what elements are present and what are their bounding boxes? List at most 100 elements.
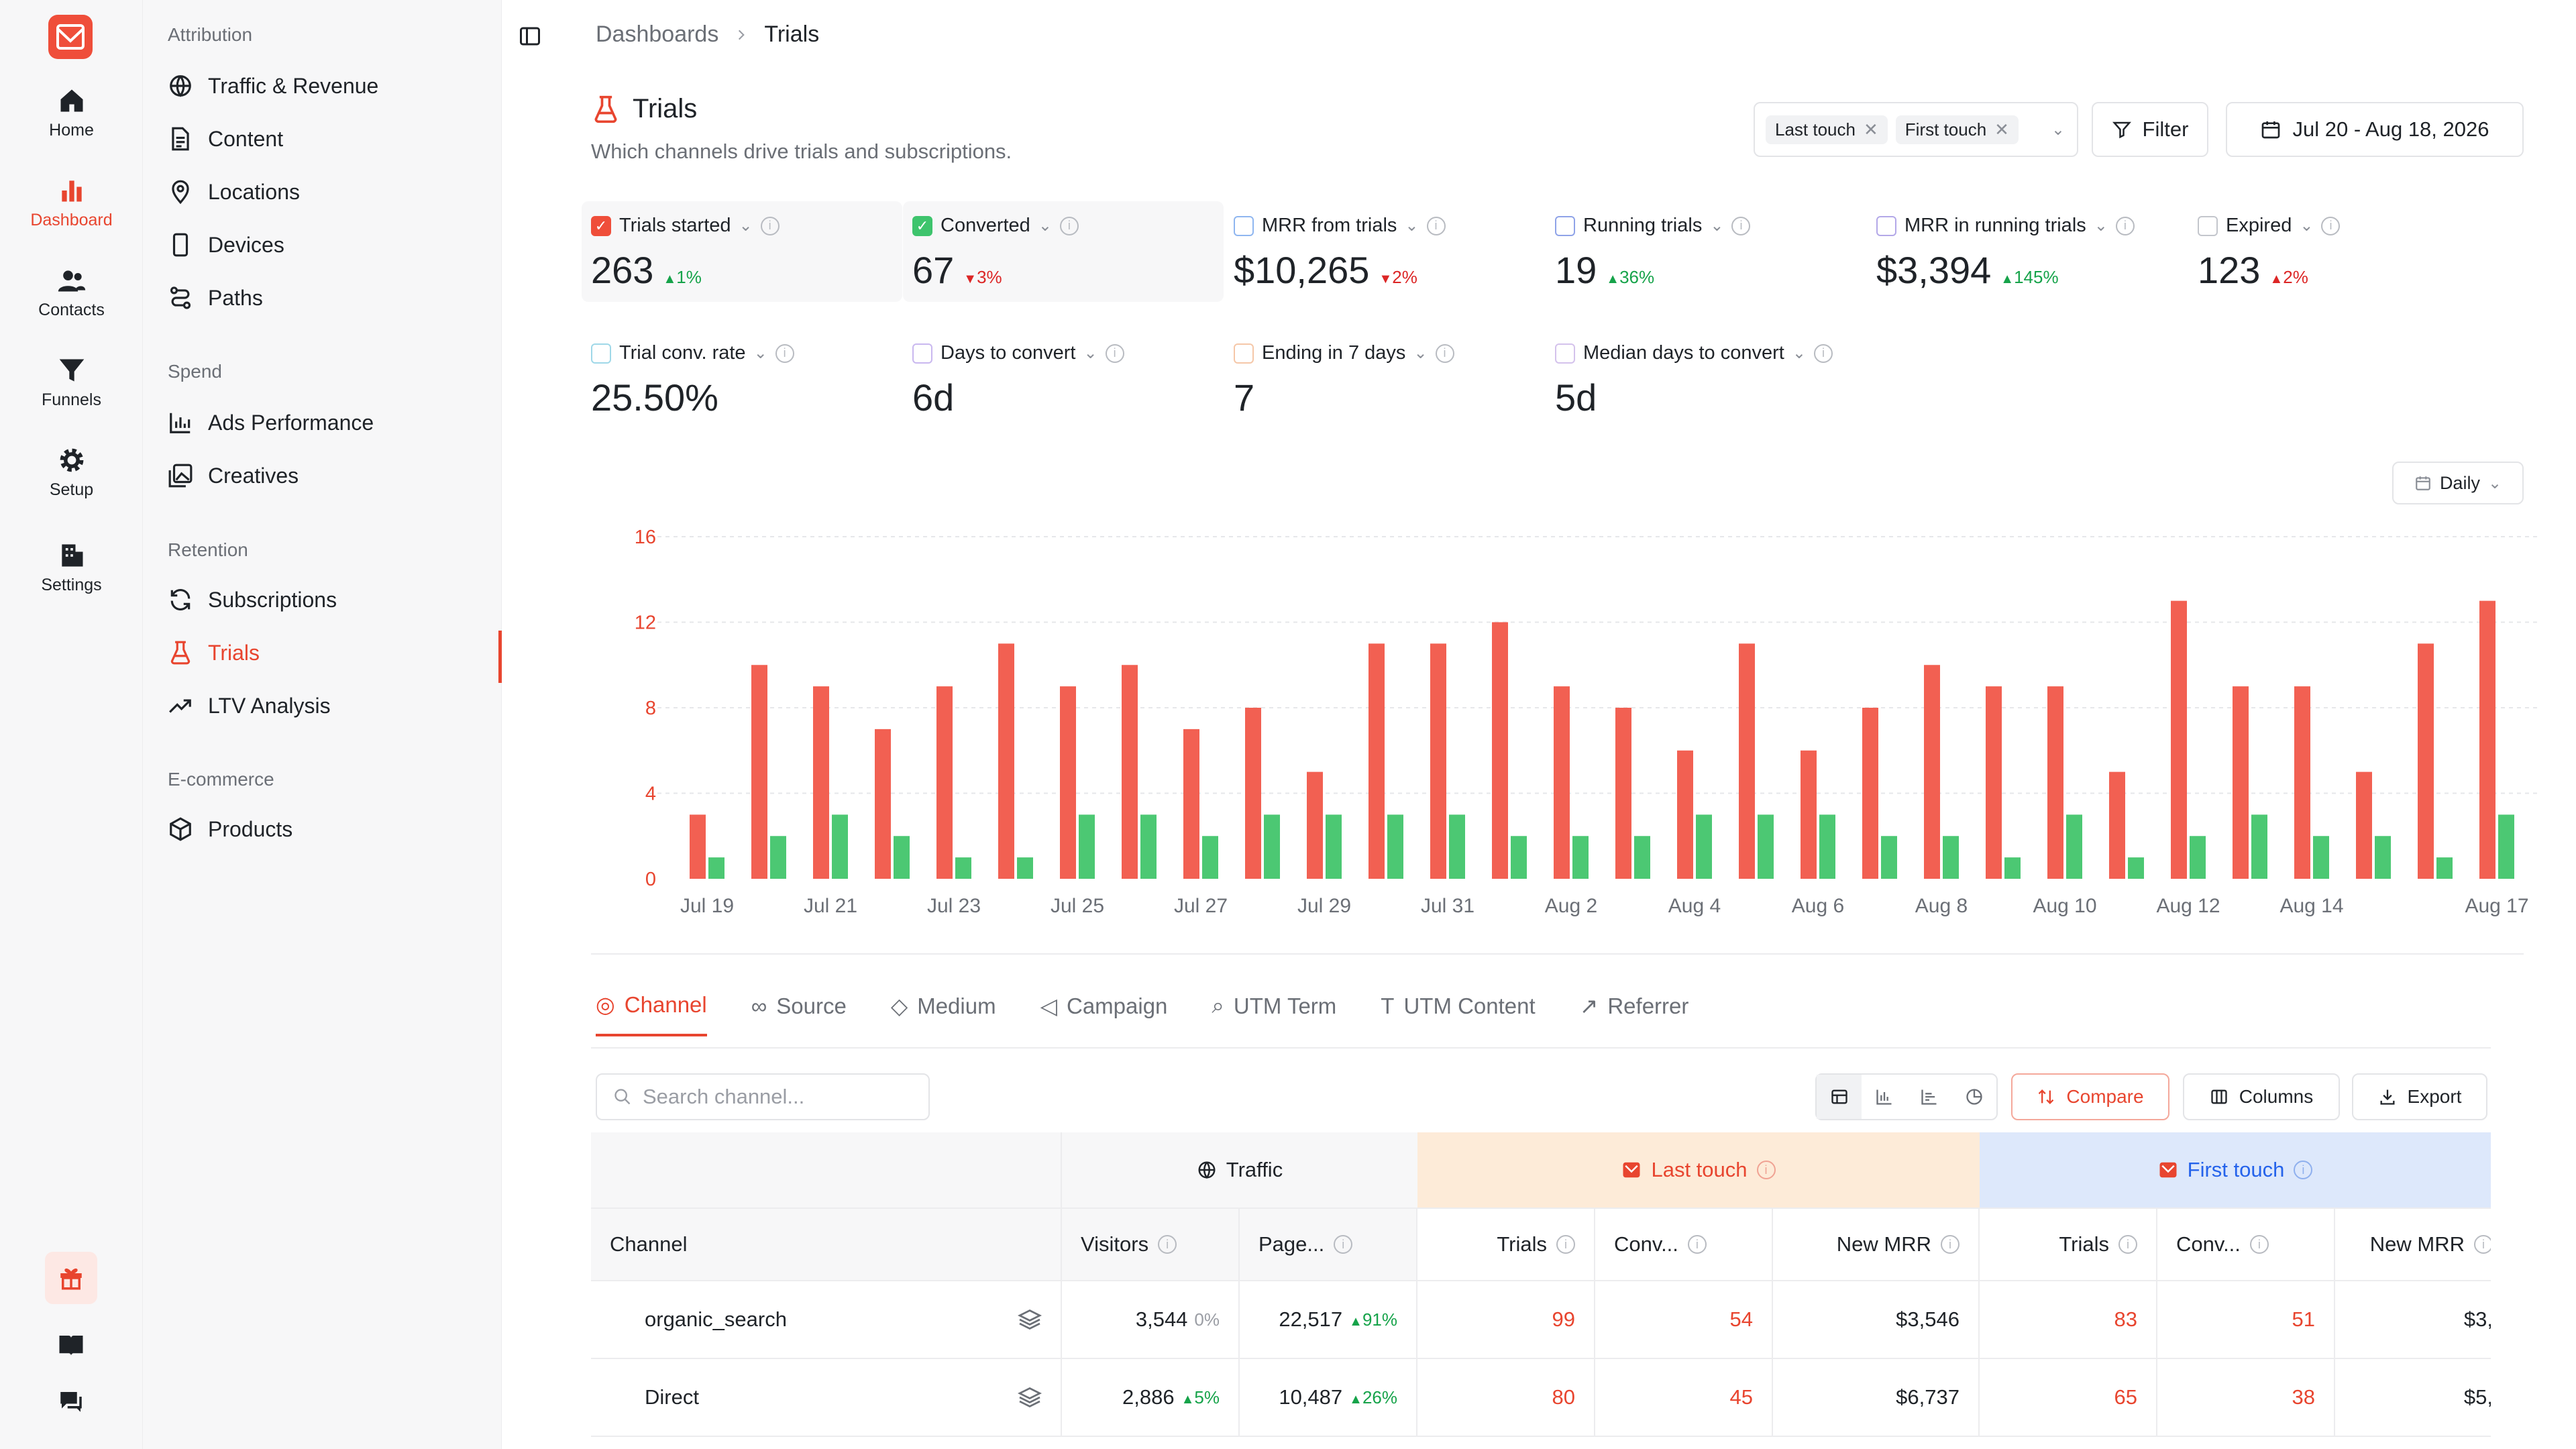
chevron-down-icon[interactable]: ⌄: [2094, 217, 2108, 235]
info-icon[interactable]: i: [1556, 1235, 1575, 1254]
info-icon[interactable]: i: [775, 343, 794, 363]
info-icon[interactable]: i: [1158, 1235, 1177, 1254]
column-header[interactable]: Conv... i: [2157, 1208, 2335, 1281]
chevron-down-icon[interactable]: ⌄: [1413, 344, 1428, 362]
metric-checkbox[interactable]: [1555, 215, 1575, 236]
metric-card[interactable]: Trial conv. rate ⌄ i 25.50%: [582, 329, 902, 429]
metric-checkbox[interactable]: [912, 343, 932, 364]
channel-name[interactable]: organic_search: [645, 1307, 787, 1331]
info-icon[interactable]: i: [2294, 1161, 2313, 1179]
close-icon[interactable]: ✕: [1863, 119, 1878, 140]
info-icon[interactable]: i: [1941, 1235, 1960, 1254]
rail-item-setup[interactable]: Setup: [0, 445, 143, 500]
info-icon[interactable]: i: [2115, 216, 2135, 235]
breadcrumb-parent[interactable]: Dashboards: [596, 21, 719, 47]
tab-utm-term[interactable]: ⌕ UTM Term: [1212, 991, 1336, 1036]
sidebar-item-ads-performance[interactable]: Ads Performance: [168, 402, 490, 443]
column-header[interactable]: Trials i: [1980, 1208, 2157, 1281]
sidebar-item-trials[interactable]: Trials: [168, 633, 490, 673]
channel-name[interactable]: Direct: [645, 1385, 699, 1409]
chevron-down-icon[interactable]: ⌄: [1405, 217, 1419, 235]
info-icon[interactable]: i: [1334, 1235, 1353, 1254]
app-logo[interactable]: [48, 15, 93, 59]
metric-checkbox[interactable]: [1555, 343, 1575, 364]
metric-card[interactable]: Running trials ⌄ i 19 ▲36%: [1546, 201, 1866, 302]
column-header[interactable]: Visitors i: [1062, 1208, 1240, 1281]
tab-channel[interactable]: ◎ Channel: [596, 991, 707, 1036]
bar-view-button[interactable]: [1862, 1075, 1907, 1119]
sidebar-item-products[interactable]: Products: [168, 809, 490, 849]
chevron-down-icon[interactable]: ⌄: [2300, 217, 2314, 235]
metric-checkbox[interactable]: [2198, 215, 2218, 236]
close-icon[interactable]: ✕: [1994, 119, 2009, 140]
chevron-down-icon[interactable]: ⌄: [1792, 344, 1806, 362]
column-header[interactable]: Conv... i: [1595, 1208, 1773, 1281]
metric-card[interactable]: MRR from trials ⌄ i $10,265 ▼2%: [1224, 201, 1545, 302]
rail-item-contacts[interactable]: Contacts: [0, 266, 143, 320]
metric-checkbox[interactable]: ✓: [912, 215, 932, 236]
docs-button[interactable]: [45, 1319, 97, 1371]
chevron-down-icon[interactable]: ⌄: [1083, 344, 1097, 362]
column-header[interactable]: New MRR i: [2335, 1208, 2491, 1281]
attribution-model-select[interactable]: Last touch ✕ First touch ✕ ⌄: [1754, 102, 2078, 157]
metric-checkbox[interactable]: [1234, 343, 1254, 364]
column-header[interactable]: Channel: [591, 1208, 1062, 1281]
column-header[interactable]: Page... i: [1240, 1208, 1417, 1281]
date-range-picker[interactable]: Jul 20 - Aug 18, 2026: [2226, 102, 2524, 157]
info-icon[interactable]: i: [1731, 216, 1751, 235]
column-header[interactable]: New MRR i: [1773, 1208, 1980, 1281]
info-icon[interactable]: i: [1059, 216, 1079, 235]
sidebar-item-traffic-revenue[interactable]: Traffic & Revenue: [168, 66, 490, 106]
tab-source[interactable]: ∞ Source: [751, 991, 847, 1036]
metric-card[interactable]: ✓ Trials started ⌄ i 263 ▲1%: [582, 201, 902, 302]
info-icon[interactable]: i: [1813, 343, 1833, 363]
columns-button[interactable]: Columns: [2183, 1073, 2340, 1120]
filter-button[interactable]: Filter: [2092, 102, 2208, 157]
info-icon[interactable]: i: [2118, 1235, 2137, 1254]
table-view-button[interactable]: [1817, 1075, 1862, 1119]
info-icon[interactable]: i: [1687, 1235, 1707, 1254]
chevron-down-icon[interactable]: ⌄: [1038, 217, 1052, 235]
gift-button[interactable]: [45, 1252, 97, 1304]
rail-item-home[interactable]: Home: [0, 86, 143, 140]
sidebar-item-devices[interactable]: Devices: [168, 225, 490, 265]
metric-card[interactable]: MRR in running trials ⌄ i $3,394 ▲145%: [1867, 201, 2188, 302]
sidebar-item-content[interactable]: Content: [168, 119, 490, 159]
chevron-down-icon[interactable]: ⌄: [1710, 217, 1724, 235]
tab-referrer[interactable]: ↗ Referrer: [1580, 991, 1689, 1036]
rail-item-settings[interactable]: Settings: [0, 541, 143, 595]
chevron-down-icon[interactable]: ⌄: [753, 344, 767, 362]
sidebar-item-paths[interactable]: Paths: [168, 278, 490, 318]
info-icon[interactable]: i: [2474, 1235, 2491, 1254]
metric-card[interactable]: Ending in 7 days ⌄ i 7: [1224, 329, 1545, 429]
metric-checkbox[interactable]: [591, 343, 611, 364]
pie-view-button[interactable]: [1951, 1075, 1996, 1119]
toggle-sidebar-button[interactable]: [514, 20, 546, 52]
info-icon[interactable]: i: [1105, 343, 1124, 363]
info-icon[interactable]: i: [1435, 343, 1454, 363]
info-icon[interactable]: i: [1756, 1161, 1776, 1179]
export-button[interactable]: Export: [2352, 1073, 2487, 1120]
sidebar-item-locations[interactable]: Locations: [168, 172, 490, 212]
layers-icon[interactable]: [1018, 1385, 1042, 1409]
metric-card[interactable]: Days to convert ⌄ i 6d: [903, 329, 1224, 429]
metric-card[interactable]: ✓ Converted ⌄ i 67 ▼3%: [903, 201, 1224, 302]
info-icon[interactable]: i: [760, 216, 780, 235]
metric-card[interactable]: Expired ⌄ i 123 ▲2%: [2188, 201, 2509, 302]
rail-item-funnels[interactable]: Funnels: [0, 356, 143, 410]
tab-campaign[interactable]: ◁ Campaign: [1040, 991, 1168, 1036]
sidebar-item-ltv-analysis[interactable]: LTV Analysis: [168, 686, 490, 726]
horizontal-bar-view-button[interactable]: [1907, 1075, 1951, 1119]
granularity-select[interactable]: Daily ⌄: [2392, 462, 2524, 504]
sidebar-item-subscriptions[interactable]: Subscriptions: [168, 580, 490, 620]
chat-button[interactable]: [45, 1375, 97, 1428]
tab-utm-content[interactable]: T UTM Content: [1381, 991, 1535, 1036]
chevron-down-icon[interactable]: ⌄: [739, 217, 753, 235]
metric-checkbox[interactable]: ✓: [591, 215, 611, 236]
tab-medium[interactable]: ◇ Medium: [891, 991, 996, 1036]
info-icon[interactable]: i: [2321, 216, 2341, 235]
layers-icon[interactable]: [1018, 1307, 1042, 1332]
metric-checkbox[interactable]: [1234, 215, 1254, 236]
column-header[interactable]: Trials i: [1417, 1208, 1595, 1281]
compare-button[interactable]: Compare: [2011, 1073, 2169, 1120]
